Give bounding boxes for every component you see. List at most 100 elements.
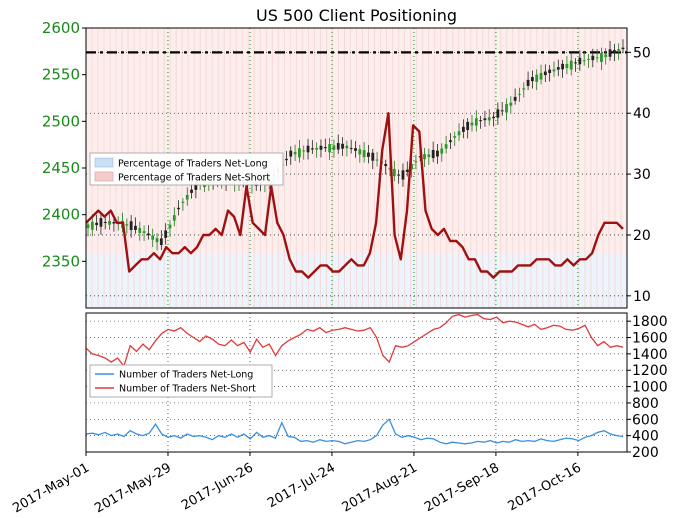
candle-body <box>134 225 137 230</box>
candle-body <box>436 150 439 157</box>
bottom-legend-label: Number of Traders Net-Short <box>119 384 256 395</box>
candle-body <box>483 118 487 121</box>
bottom-legend-label: Number of Traders Net-Long <box>119 370 253 381</box>
candle-body <box>578 57 582 65</box>
candle-body <box>86 224 90 229</box>
candle-body <box>612 49 616 54</box>
candle-body <box>552 69 556 72</box>
candle-body <box>95 222 99 226</box>
top-legend-swatch <box>94 157 114 168</box>
candle-body <box>151 235 155 240</box>
top-legend-label: Percentage of Traders Net-Short <box>118 173 270 184</box>
candle-body <box>505 103 508 113</box>
candle-body <box>341 143 344 149</box>
x-tick-label: 2017-Aug-21 <box>340 460 420 515</box>
right-tick-label: 50 <box>633 45 651 61</box>
candle-body <box>608 49 612 57</box>
candle-body <box>595 57 599 59</box>
candle-body <box>492 116 495 119</box>
candle-body <box>518 93 521 95</box>
candle-body <box>574 62 577 64</box>
right-tick-label: 30 <box>633 167 651 183</box>
candle-body <box>99 218 103 227</box>
left-tick-label: 2350 <box>42 252 80 270</box>
candle-body <box>410 164 413 170</box>
x-tick-label: 2017-May-29 <box>92 460 174 516</box>
net-short-count-line <box>85 313 624 368</box>
candle-body <box>392 168 396 177</box>
candle-body <box>539 72 543 80</box>
bottom-right-tick-label: 600 <box>632 412 659 428</box>
candle-body <box>164 230 168 238</box>
candle-body <box>172 215 176 221</box>
candle-body <box>367 152 370 157</box>
candle-body <box>190 189 193 193</box>
candle-body <box>530 77 534 82</box>
candle-body <box>147 233 150 236</box>
candle-body <box>181 201 185 203</box>
candle-body <box>319 145 323 150</box>
candle-body <box>444 144 448 149</box>
left-tick-label: 2550 <box>42 66 80 84</box>
candle-body <box>354 148 357 151</box>
candle-body <box>285 158 288 161</box>
candle-body <box>587 58 590 60</box>
candle-body <box>397 174 401 176</box>
candle-body <box>293 152 297 155</box>
bottom-right-tick-label: 1600 <box>632 331 668 347</box>
candle-body <box>621 47 625 50</box>
x-tick-label: 2017-May-01 <box>10 460 92 516</box>
candle-body <box>298 148 301 158</box>
left-tick-label: 2600 <box>42 19 80 37</box>
candle-body <box>138 228 142 233</box>
candle-body <box>466 121 470 131</box>
candle-body <box>617 49 621 52</box>
candle-body <box>513 96 517 101</box>
candle-body <box>582 60 586 62</box>
top-legend-box <box>89 152 284 186</box>
bottom-right-tick-label: 1000 <box>632 380 668 396</box>
bottom-right-tick-label: 400 <box>632 429 659 445</box>
left-tick-label: 2500 <box>42 112 80 130</box>
candle-body <box>440 148 444 154</box>
top-legend-label: Percentage of Traders Net-Long <box>118 159 268 170</box>
x-tick-label: 2017-Sep-18 <box>422 460 502 515</box>
candle-body <box>358 149 362 155</box>
x-tick-label: 2017-Jun-26 <box>179 460 256 513</box>
candle-body <box>509 102 513 106</box>
candle-body <box>362 150 366 158</box>
bottom-panel-frame <box>85 312 628 453</box>
x-tick-label: 2017-Jul-24 <box>265 460 338 511</box>
right-tick-label: 40 <box>633 106 651 122</box>
candle-body <box>159 238 163 246</box>
candle-body <box>600 53 603 62</box>
candle-body <box>453 136 457 138</box>
candle-body <box>423 154 426 160</box>
net-short-pct-line <box>85 112 624 279</box>
candle-body <box>103 222 107 224</box>
candle-body <box>125 224 129 226</box>
bottom-right-tick-label: 1800 <box>632 314 668 330</box>
candle-body <box>474 118 478 126</box>
right-tick-label: 10 <box>633 289 651 305</box>
net-long-count-line <box>85 418 624 445</box>
candle-body <box>336 142 340 150</box>
candle-body <box>556 67 560 70</box>
bottom-right-tick-label: 1400 <box>632 347 668 363</box>
candle-body <box>375 159 379 161</box>
candle-body <box>194 181 198 190</box>
candle-body <box>289 150 293 157</box>
candle-body <box>371 152 375 161</box>
candle-body <box>168 224 172 229</box>
candle-body <box>431 149 435 159</box>
candle-body <box>328 144 332 153</box>
chart-title: US 500 Client Positioning <box>256 6 457 25</box>
candle-body <box>591 55 595 61</box>
candle-body <box>561 63 564 70</box>
candle-body <box>457 131 461 136</box>
bottom-right-tick-label: 200 <box>632 445 659 461</box>
candle-body <box>548 69 552 74</box>
candle-body <box>332 145 336 150</box>
candle-body <box>414 161 418 163</box>
